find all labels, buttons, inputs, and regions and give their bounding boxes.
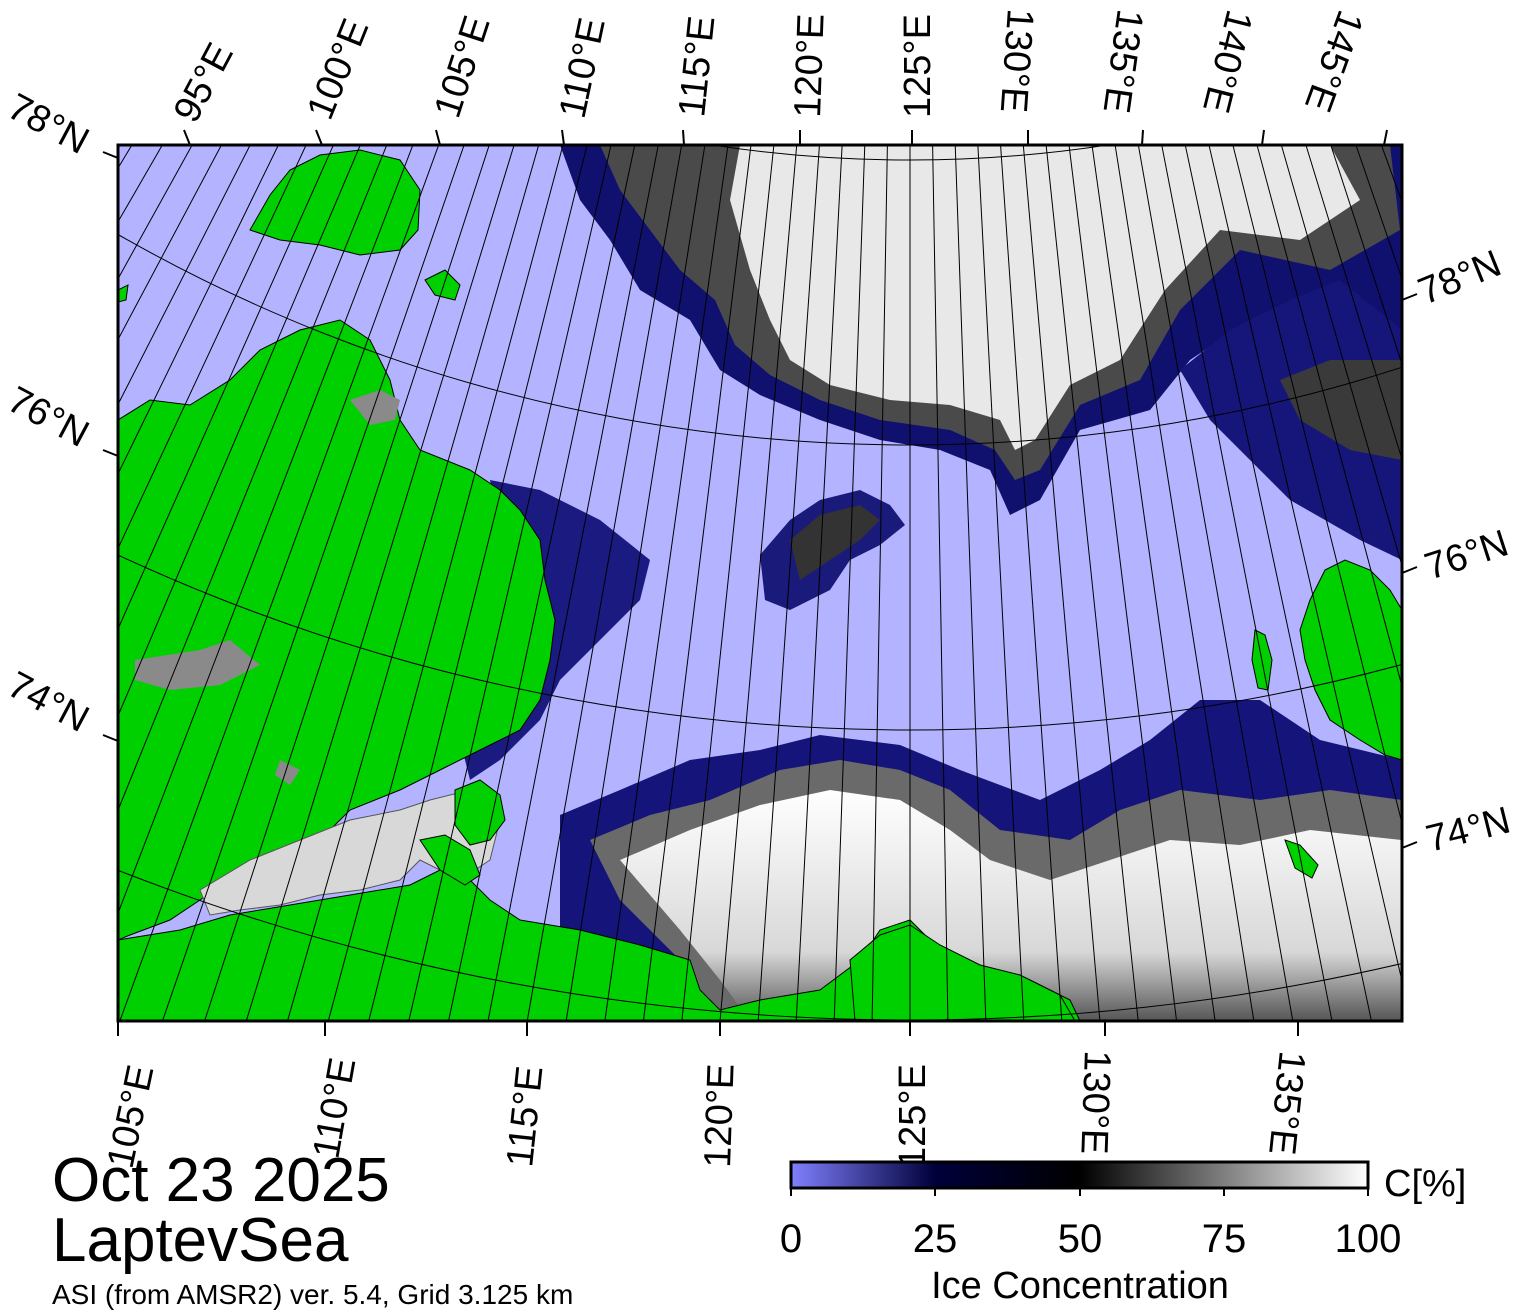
meridian-line: [1000, 145, 1063, 1021]
meridian-line: [871, 145, 888, 1021]
right-lat-label: 76°N: [1420, 522, 1514, 588]
meridian-line: [1137, 145, 1294, 1021]
bottom-lon-label: 120°E: [697, 1063, 743, 1168]
meridian-line: [1184, 145, 1372, 1021]
left-lat-label: 78°N: [1, 86, 96, 163]
meridian-line: [118, 145, 361, 718]
map-area: [118, 145, 1402, 1021]
colorbar-tick-label: 75: [1202, 1217, 1247, 1261]
right-latitude-labels: 78°N 76°N 74°N: [1413, 243, 1515, 861]
meridian-line: [245, 145, 515, 1021]
meridian-line: [604, 145, 729, 1021]
no-data-islet: [350, 390, 400, 425]
meridian-line: [565, 145, 706, 1021]
meridian-line: [408, 145, 612, 1021]
colorbar-tick-label: 100: [1335, 1217, 1402, 1261]
eastern-ice-band: [1180, 280, 1402, 560]
meridian-line: [719, 145, 798, 1021]
top-lon-label: 135°E: [1095, 7, 1151, 116]
meridian-line: [977, 145, 1025, 1021]
meridian-line: [757, 145, 820, 1021]
top-longitude-labels: 95°E 100°E 105°E 110°E 115°E 120°E 125°E…: [166, 5, 1371, 129]
no-data-patch: [135, 640, 260, 690]
meridian-line: [161, 145, 465, 1021]
date-label: Oct 23 2025: [52, 1146, 390, 1215]
left-lat-label: 74°N: [1, 664, 96, 741]
meridian-line: [448, 145, 636, 1021]
meridian-line: [368, 145, 588, 1021]
colorbar: 0 25 50 75 100 C[%] Ice Concentration: [780, 1160, 1466, 1307]
top-lon-label: 115°E: [671, 14, 723, 119]
frame-ticks: [102, 129, 1418, 1036]
meridian-line: [286, 145, 540, 1021]
central-ice-core: [790, 505, 880, 580]
bottom-lon-label: 125°E: [892, 1064, 934, 1168]
meridian-line: [327, 145, 564, 1021]
top-lon-label: 105°E: [427, 11, 499, 123]
meridian-line: [954, 145, 987, 1021]
meridian-line: [119, 145, 440, 1021]
eastern-ice-medium: [1280, 360, 1402, 460]
colorbar-title: Ice Concentration: [931, 1265, 1229, 1307]
ice-high: [730, 145, 1360, 450]
colorbar-gradient: [789, 1160, 1370, 1190]
top-lon-label: 130°E: [992, 7, 1041, 114]
meridian-line: [204, 145, 490, 1021]
right-lat-label: 78°N: [1413, 243, 1507, 314]
meridian-line: [118, 145, 414, 915]
colorbar-tick-label: 50: [1058, 1217, 1103, 1261]
lena-delta: [849, 924, 1076, 1021]
small-island-north: [424, 269, 461, 301]
severnaya-zemlya: [249, 149, 421, 256]
top-lon-label: 95°E: [166, 36, 242, 129]
bottom-lon-label: 135°E: [1260, 1049, 1313, 1157]
meridian-line: [487, 145, 659, 1021]
meridian-line: [795, 145, 843, 1021]
top-lon-label: 125°E: [897, 14, 939, 118]
meridian-line: [681, 145, 775, 1021]
meridian-line: [932, 145, 949, 1021]
meridian-line: [1161, 145, 1333, 1021]
right-lat-label: 74°N: [1422, 799, 1515, 860]
meridian-line: [1022, 145, 1101, 1021]
meridian-line: [1091, 145, 1216, 1021]
edge-islet: [118, 284, 129, 303]
left-latitude-labels: 78°N 76°N 74°N: [1, 86, 96, 741]
meridian-line: [1208, 145, 1402, 984]
graticule: [118, 145, 1402, 1021]
no-data-patch: [275, 760, 300, 785]
top-lon-label: 140°E: [1194, 6, 1260, 117]
colorbar-tick-label: 0: [780, 1217, 802, 1261]
begichev-island: [454, 779, 506, 846]
bottom-lon-label: 130°E: [1072, 1050, 1118, 1155]
left-lat-label: 76°N: [1, 379, 96, 456]
meridian-line: [526, 145, 683, 1021]
top-lon-label: 100°E: [299, 13, 377, 125]
meridian-line: [118, 145, 388, 812]
meridian-line: [833, 145, 866, 1021]
top-lon-label: 145°E: [1296, 5, 1371, 117]
meridian-line: [1068, 145, 1178, 1021]
top-lon-label: 120°E: [787, 13, 833, 118]
region-label: LaptevSea: [52, 1206, 349, 1275]
source-label: ASI (from AMSR2) ver. 5.4, Grid 3.125 km: [52, 1279, 574, 1310]
meridian-line: [1045, 145, 1139, 1021]
bottom-lon-label: 115°E: [499, 1064, 551, 1169]
map-frame: [116, 143, 1404, 1023]
top-lon-label: 110°E: [552, 14, 614, 122]
meridian-line: [1114, 145, 1255, 1021]
colorbar-unit-label: C[%]: [1384, 1163, 1466, 1205]
meridian-line: [642, 145, 752, 1021]
meridian-line: [1232, 145, 1402, 826]
northern-pack-ice: [560, 145, 1402, 515]
kotelny-island: [1299, 559, 1402, 761]
colorbar-tick-label: 25: [913, 1217, 958, 1261]
